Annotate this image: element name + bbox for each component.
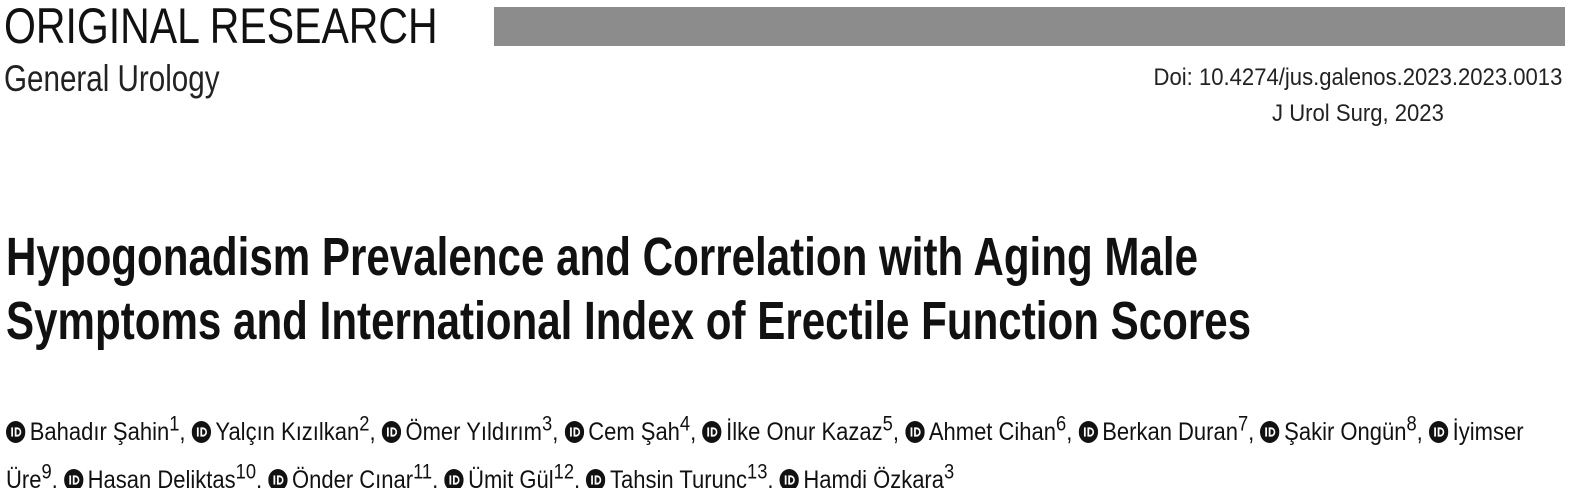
author-name: Şakir Ongün <box>1284 418 1407 447</box>
author: Ümit Gül12, <box>444 460 581 488</box>
author-name: Hasan Deliktaş <box>87 465 236 488</box>
author-name: Yalçın Kızılkan <box>215 418 360 447</box>
affiliation: 13 <box>747 460 768 484</box>
author-name: Ahmet Cihan <box>928 418 1057 447</box>
orcid-icon[interactable] <box>63 468 84 488</box>
orcid-icon[interactable] <box>268 468 288 488</box>
authors: Bahadır Şahin1, Yalçın Kızılkan2, Ömer Y… <box>6 405 1537 488</box>
author: Hasan Deliktaş10, <box>63 460 263 488</box>
orcid-icon[interactable] <box>702 421 722 444</box>
author: Yalçın Kızılkan2, <box>191 413 376 447</box>
author-name: İyimser Üre <box>6 418 1524 488</box>
affiliation: 2 <box>359 413 370 436</box>
author-name: İlke Onur Kazaz <box>726 418 883 447</box>
orcid-icon[interactable] <box>6 421 26 444</box>
title: Hypogonadism Prevalence and Correlation … <box>6 225 1410 353</box>
author-name: Hamdi Özkara <box>803 465 944 488</box>
orcid-icon[interactable] <box>779 468 800 488</box>
affiliation: 12 <box>553 460 575 484</box>
author: Berkan Duran7, <box>1078 413 1255 447</box>
orcid-icon[interactable] <box>1428 421 1449 444</box>
author: Ahmet Cihan6, <box>905 413 1073 447</box>
orcid-icon[interactable] <box>586 468 606 488</box>
affiliation: 5 <box>882 413 893 436</box>
title-line: Symptoms and International Index of Erec… <box>6 291 1252 351</box>
affiliation: 7 <box>1237 413 1249 436</box>
affiliation: 8 <box>1406 413 1417 436</box>
separator: , <box>690 418 697 447</box>
author-name: Ümit Gül <box>468 465 554 488</box>
orcid-icon[interactable] <box>1260 421 1280 444</box>
author: Önder Çınar11, <box>268 460 439 488</box>
author-name: Bahadır Şahin <box>29 418 170 447</box>
article-type: ORIGINAL RESEARCH <box>4 0 438 54</box>
meta: Doi: 10.4274/jus.galenos.2023.2023.0013 … <box>1153 60 1562 132</box>
separator: , <box>179 418 186 447</box>
author: Bahadır Şahin1, <box>6 413 186 447</box>
author: Tahsin Turunç13, <box>586 460 774 488</box>
separator: , <box>256 465 263 488</box>
separator: , <box>369 418 376 447</box>
affiliation: 4 <box>679 413 691 436</box>
author: İlke Onur Kazaz5, <box>702 413 899 447</box>
separator: , <box>767 465 774 488</box>
separator: , <box>574 465 581 488</box>
title-line: Hypogonadism Prevalence and Correlation … <box>6 227 1199 287</box>
affiliation: 1 <box>169 413 180 436</box>
separator: , <box>892 418 899 447</box>
orcid-icon[interactable] <box>381 421 402 444</box>
separator: , <box>1066 418 1073 447</box>
affiliation: 11 <box>413 460 433 484</box>
author: Cem Şah4, <box>564 413 697 447</box>
separator: , <box>552 418 559 447</box>
doi: Doi: 10.4274/jus.galenos.2023.2023.0013 <box>1153 64 1562 91</box>
orcid-icon[interactable] <box>905 421 925 444</box>
author: Ömer Yıldırım3, <box>381 413 559 447</box>
author: Şakir Ongün8, <box>1260 413 1423 447</box>
separator: , <box>51 465 58 488</box>
affiliation: 10 <box>235 460 257 484</box>
author-name: Önder Çınar <box>292 465 414 488</box>
citation: J Urol Surg, 2023 <box>1271 100 1444 127</box>
author: İyimser Üre9, <box>6 418 1524 488</box>
affiliation: 6 <box>1056 413 1067 436</box>
author-name: Berkan Duran <box>1102 418 1238 447</box>
author-name: Cem Şah <box>588 418 680 447</box>
header-bar <box>494 7 1565 46</box>
author-name: Tahsin Turunç <box>610 465 748 488</box>
orcid-icon[interactable] <box>444 468 464 488</box>
section: General Urology <box>4 58 220 99</box>
author: Hamdi Özkara3 <box>779 460 954 488</box>
author-name: Ömer Yıldırım <box>405 418 543 447</box>
orcid-icon[interactable] <box>1078 421 1098 444</box>
orcid-icon[interactable] <box>564 421 584 444</box>
separator: , <box>1416 418 1423 447</box>
affiliation: 3 <box>943 460 955 484</box>
separator: , <box>432 465 439 488</box>
affiliation: 9 <box>41 460 52 484</box>
orcid-icon[interactable] <box>191 421 211 444</box>
separator: , <box>1248 418 1255 447</box>
affiliation: 3 <box>542 413 553 436</box>
